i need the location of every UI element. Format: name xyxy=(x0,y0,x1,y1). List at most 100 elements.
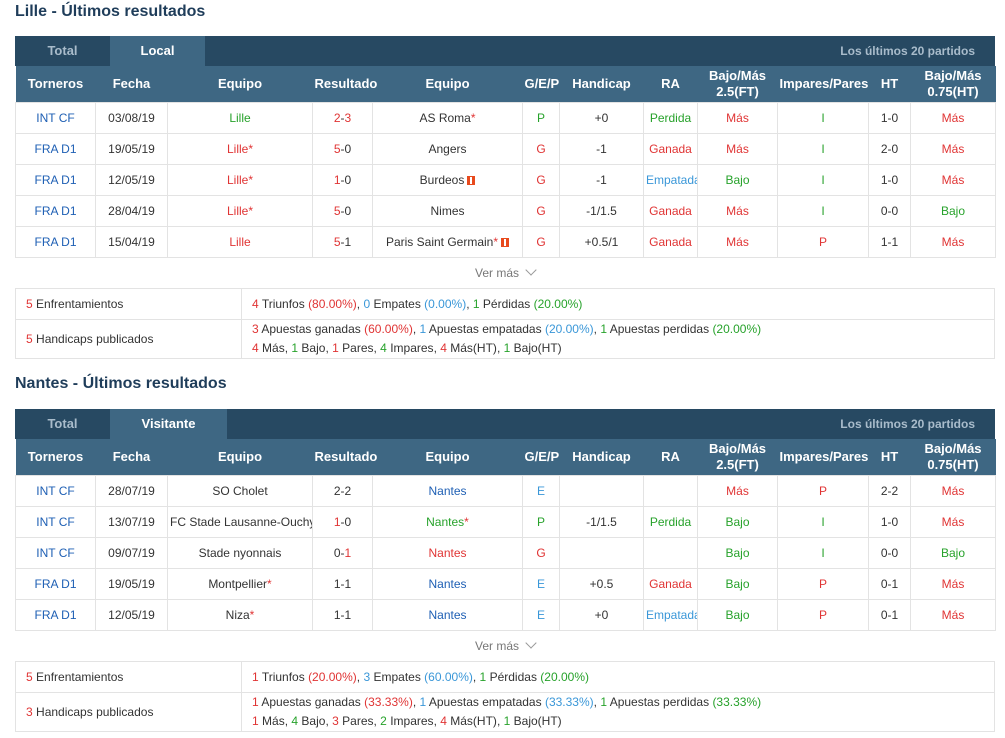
over-under-ht: Más xyxy=(910,475,996,507)
half-time-score: 1-0 xyxy=(868,164,911,196)
tab-total[interactable]: Total xyxy=(47,43,78,58)
home-team-name: Lille xyxy=(226,173,249,187)
column-header: Equipo xyxy=(167,66,313,103)
tournament-link[interactable]: FRA D1 xyxy=(15,195,96,227)
score-cell[interactable]: 5-0 xyxy=(312,195,373,227)
label-text: Bajo(HT) xyxy=(513,341,562,355)
score-separator: - xyxy=(340,484,345,498)
tournament-link[interactable]: INT CF xyxy=(15,475,96,507)
column-header: Torneros xyxy=(15,66,96,103)
count-value: 1 xyxy=(503,714,511,728)
away-team-cell[interactable]: Nantes xyxy=(372,475,523,507)
handicap-value: +0.5/1 xyxy=(559,226,644,258)
count-value: 3 xyxy=(252,322,259,336)
tournament-link[interactable]: INT CF xyxy=(15,506,96,538)
percent-value: (20.00%) xyxy=(308,670,357,684)
away-team-cell[interactable]: Nantes xyxy=(372,537,523,569)
score-cell[interactable]: 1-1 xyxy=(312,599,373,631)
summary-table: 5 Enfrentamientos 1 Triunfos (20.00%), 3 … xyxy=(15,661,995,732)
percent-value: (33.33%) xyxy=(544,695,594,709)
away-team-cell[interactable]: Burdeos xyxy=(372,164,523,196)
home-team-cell[interactable]: Montpellier* xyxy=(167,568,313,600)
home-team-name: SO Cholet xyxy=(212,484,268,498)
away-team-cell[interactable]: Nimes xyxy=(372,195,523,227)
summary-row-handicaps: 5 Handicaps publicados 3 Apuestas ganadas… xyxy=(15,319,995,359)
score-cell[interactable]: 1-0 xyxy=(312,506,373,538)
favorite-star-icon: * xyxy=(248,173,254,187)
home-team-cell[interactable]: Lille xyxy=(167,102,313,134)
tournament-link[interactable]: FRA D1 xyxy=(15,226,96,258)
away-team-cell[interactable]: Nantes* xyxy=(372,506,523,538)
ver-mas-button[interactable]: Ver más xyxy=(15,258,995,288)
away-team-cell[interactable]: Nantes xyxy=(372,568,523,600)
half-time-score: 2-2 xyxy=(868,475,911,507)
away-score: 1 xyxy=(344,546,352,560)
home-team-cell[interactable]: Lille* xyxy=(167,164,313,196)
score-cell[interactable]: 1-0 xyxy=(312,164,373,196)
away-team-cell[interactable]: Paris Saint Germain* xyxy=(372,226,523,258)
column-header: Equipo xyxy=(372,66,523,103)
count-value: 1 xyxy=(419,322,427,336)
away-team-cell[interactable]: Nantes xyxy=(372,599,523,631)
label-text: Triunfos xyxy=(261,670,305,684)
tournament-link[interactable]: FRA D1 xyxy=(15,164,96,196)
tab-visitante[interactable]: Visitante xyxy=(110,409,227,439)
score-separator: - xyxy=(340,235,345,249)
home-team-cell[interactable]: SO Cholet xyxy=(167,475,313,507)
count-value: 1 xyxy=(252,695,259,709)
tournament-link[interactable]: FRA D1 xyxy=(15,133,96,165)
score-separator: - xyxy=(340,142,345,156)
tournament-link[interactable]: FRA D1 xyxy=(15,568,96,600)
summary-values: 1 Apuestas ganadas (33.33%), 1 Apuestas … xyxy=(241,692,995,732)
column-header: Impares/Pares xyxy=(777,66,869,103)
score-cell[interactable]: 2-2 xyxy=(312,475,373,507)
home-team-cell[interactable]: FC Stade Lausanne-Ouchy xyxy=(167,506,313,538)
handicap-value: +0.5 xyxy=(559,568,644,600)
percent-value: (20.00%) xyxy=(544,322,594,336)
home-team-cell[interactable]: Lille xyxy=(167,226,313,258)
score-cell[interactable]: 5-1 xyxy=(312,226,373,258)
label-text: Más xyxy=(262,714,285,728)
section-title: Nantes - Últimos resultados xyxy=(15,375,227,392)
score-cell[interactable]: 0-1 xyxy=(312,537,373,569)
home-team-cell[interactable]: Lille* xyxy=(167,195,313,227)
tab-total[interactable]: Total xyxy=(47,416,78,431)
score-cell[interactable]: 5-0 xyxy=(312,133,373,165)
column-header: Fecha xyxy=(95,439,168,476)
home-score: 1 xyxy=(333,515,341,529)
home-team-cell[interactable]: Stade nyonnais xyxy=(167,537,313,569)
odd-even: I xyxy=(777,506,869,538)
away-score: 3 xyxy=(344,111,352,125)
tournament-link[interactable]: INT CF xyxy=(15,102,96,134)
home-team-cell[interactable]: Niza* xyxy=(167,599,313,631)
home-team-name: FC Stade Lausanne-Ouchy xyxy=(170,515,313,529)
over-under-ht: Más xyxy=(910,164,996,196)
match-date: 19/05/19 xyxy=(95,133,168,165)
tournament-link[interactable]: FRA D1 xyxy=(15,599,96,631)
away-team-cell[interactable]: Angers xyxy=(372,133,523,165)
ver-mas-label: Ver más xyxy=(474,266,519,280)
result-code: G xyxy=(522,226,560,258)
score-cell[interactable]: 2-3 xyxy=(312,102,373,134)
ver-mas-button[interactable]: Ver más xyxy=(15,631,995,661)
last-matches-label[interactable]: Los últimos 20 partidos xyxy=(840,417,975,431)
count-value: 4 xyxy=(252,297,259,311)
half-time-score: 0-0 xyxy=(868,195,911,227)
score-cell[interactable]: 1-1 xyxy=(312,568,373,600)
half-time-score: 0-0 xyxy=(868,537,911,569)
count-value: 1 xyxy=(419,695,427,709)
away-team-name: Paris Saint Germain xyxy=(385,235,494,249)
over-under-ft: Bajo xyxy=(697,599,778,631)
column-header: G/E/P xyxy=(522,66,560,103)
over-under-ft: Más xyxy=(697,195,778,227)
tournament-link[interactable]: INT CF xyxy=(15,537,96,569)
last-matches-label[interactable]: Los últimos 20 partidos xyxy=(840,44,975,58)
count-value: 5 xyxy=(26,297,33,311)
over-under-line: 1 Más, 4 Bajo, 3 Pares, 2 Impares, 4 Más… xyxy=(252,714,562,728)
away-score: 1 xyxy=(344,235,352,249)
tab-local[interactable]: Local xyxy=(110,36,205,66)
home-score: 5 xyxy=(333,204,341,218)
away-team-cell[interactable]: AS Roma* xyxy=(372,102,523,134)
home-team-cell[interactable]: Lille* xyxy=(167,133,313,165)
favorite-star-icon: * xyxy=(464,515,469,529)
